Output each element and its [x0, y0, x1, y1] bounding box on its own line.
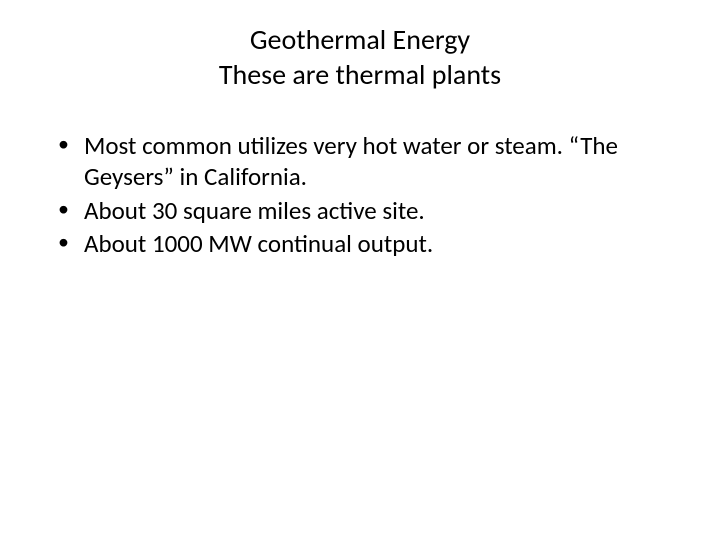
- list-item: About 1000 MW continual output.: [58, 228, 680, 259]
- list-item: About 30 square miles active site.: [58, 195, 680, 226]
- bullet-list: Most common utilizes very hot water or s…: [40, 130, 680, 259]
- title-line-2: These are thermal plants: [120, 57, 600, 92]
- list-item: Most common utilizes very hot water or s…: [58, 130, 680, 193]
- slide-title: Geothermal Energy These are thermal plan…: [40, 22, 680, 92]
- slide-container: Geothermal Energy These are thermal plan…: [0, 0, 720, 540]
- title-line-1: Geothermal Energy: [120, 22, 600, 57]
